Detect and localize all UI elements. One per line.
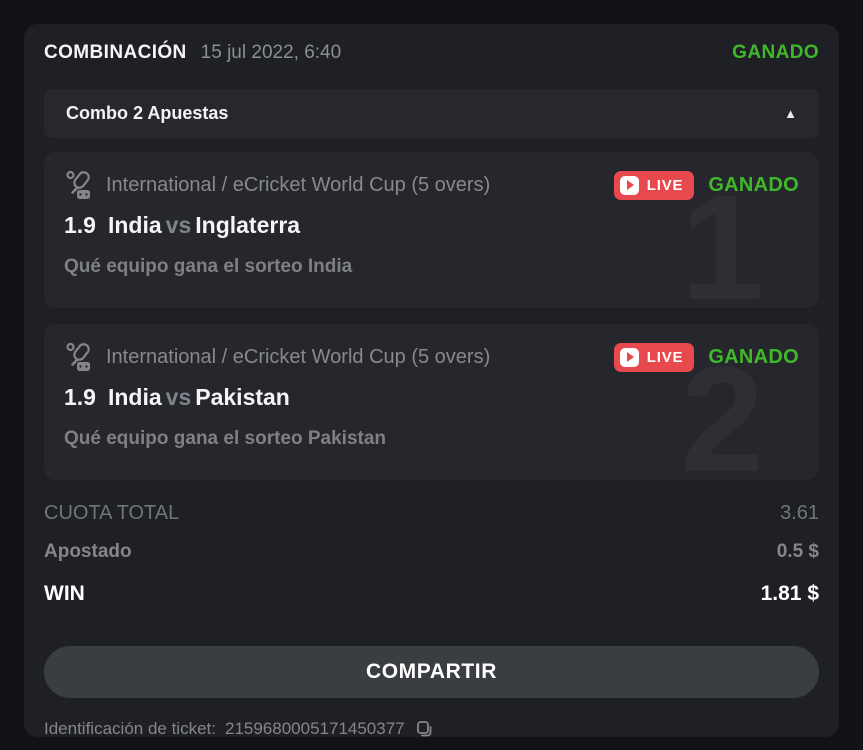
bet-odds: 1.9 <box>64 384 96 410</box>
combo-accordion-row[interactable]: Combo 2 Apuestas ▲ <box>44 89 819 138</box>
bet-ticket-panel: COMBINACIÓN 15 jul 2022, 6:40 GANADO Com… <box>24 24 839 739</box>
total-odds-value: 3.61 <box>780 502 819 524</box>
total-odds-label: CUOTA TOTAL <box>44 502 180 524</box>
bet-market-description: Qué equipo gana el sorteo India <box>64 256 353 277</box>
ecricket-icon <box>66 170 90 199</box>
bet-2-selection-row: 1.9 India vs Pakistan <box>64 384 799 411</box>
bet-card-1: 1 International / eCricket World Cup (5 … <box>44 152 819 308</box>
play-icon <box>619 347 639 367</box>
league-name: International / eCricket World Cup (5 ov… <box>106 345 491 368</box>
live-badge: LIVE <box>613 170 695 200</box>
bet-status-badge: GANADO <box>708 345 799 368</box>
stake-row: Apostado 0.5 $ <box>44 531 819 573</box>
bet-2-badges: LIVE GANADO <box>613 342 799 372</box>
collapse-caret-icon[interactable]: ▲ <box>784 106 797 121</box>
bet-1-selection-row: 1.9 India vs Inglaterra <box>64 212 799 239</box>
live-label: LIVE <box>646 176 684 194</box>
bet-status-badge: GANADO <box>708 173 799 196</box>
team-away: Inglaterra <box>195 212 301 238</box>
vs-label: vs <box>165 384 192 410</box>
match-teams: India vs Inglaterra <box>108 212 300 239</box>
match-teams: India vs Pakistan <box>108 384 290 411</box>
ticket-status-badge: GANADO <box>732 42 819 63</box>
ticket-id-label: Identificación de ticket: <box>44 719 216 738</box>
bet-odds: 1.9 <box>64 212 96 238</box>
ticket-type-title: COMBINACIÓN <box>44 42 187 63</box>
stake-label: Apostado <box>44 541 132 562</box>
win-value: 1.81 $ <box>760 582 819 605</box>
bet-2-top-row: International / eCricket World Cup (5 ov… <box>64 341 799 373</box>
win-row: WIN 1.81 $ <box>44 573 819 615</box>
play-icon <box>619 175 639 195</box>
vs-label: vs <box>165 212 192 238</box>
total-odds-row: CUOTA TOTAL 3.61 <box>44 496 819 531</box>
stake-value: 0.5 $ <box>776 541 819 562</box>
ecricket-icon <box>66 342 90 371</box>
ticket-summary: CUOTA TOTAL 3.61 Apostado 0.5 $ WIN 1.81… <box>44 496 819 615</box>
team-home: India <box>107 384 162 410</box>
bet-market-description: Qué equipo gana el sorteo Pakistan <box>64 428 387 449</box>
win-label: WIN <box>44 582 85 605</box>
bet-card-2: 2 International / eCricket World Cup (5 … <box>44 324 819 480</box>
ticket-id-value: 2159680005171450377 <box>224 719 405 738</box>
league-name: International / eCricket World Cup (5 ov… <box>106 173 491 196</box>
live-label: LIVE <box>646 348 684 366</box>
live-badge: LIVE <box>613 342 695 372</box>
team-home: India <box>107 212 162 238</box>
bet-1-badges: LIVE GANADO <box>613 170 799 200</box>
team-away: Pakistan <box>195 384 290 410</box>
copy-icon[interactable] <box>414 719 434 739</box>
ticket-date: 15 jul 2022, 6:40 <box>200 42 342 63</box>
combo-label: Combo 2 Apuestas <box>66 103 229 123</box>
bet-1-top-row: International / eCricket World Cup (5 ov… <box>64 169 799 201</box>
ticket-header: COMBINACIÓN 15 jul 2022, 6:40 GANADO <box>44 40 819 66</box>
share-button[interactable]: COMPARTIR <box>44 646 819 698</box>
ticket-id-row: Identificación de ticket: 21596800051714… <box>44 719 819 739</box>
